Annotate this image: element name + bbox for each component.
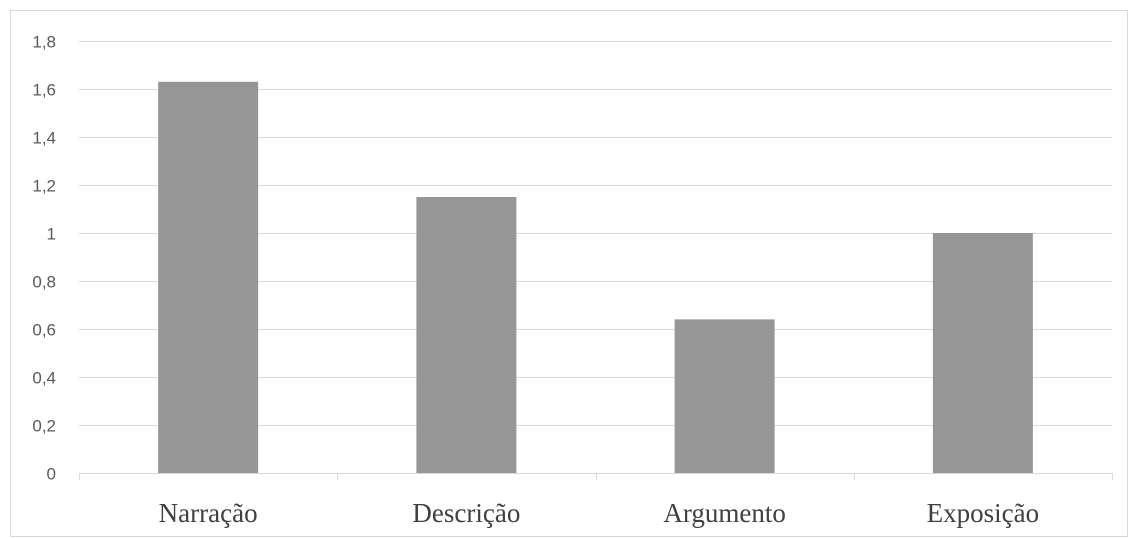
- bars: [158, 81, 1033, 474]
- bar: [674, 319, 775, 473]
- x-tick-label: Exposição: [927, 498, 1039, 528]
- x-tick-label: Descrição: [412, 498, 520, 528]
- y-tick-label: 0,6: [32, 321, 56, 340]
- x-tick-label: Argumento: [663, 498, 786, 528]
- y-axis-ticks: 0 0,2 0,4 0,6 0,8 1 1,2 1,4 1,6 1,8: [32, 33, 56, 484]
- y-tick-label: 1,4: [32, 129, 56, 148]
- y-tick-label: 0,8: [32, 273, 56, 292]
- y-tick-label: 1,2: [32, 177, 56, 196]
- x-tick-label: Narração: [159, 498, 258, 528]
- y-tick-label: 1,6: [32, 81, 56, 100]
- bar: [158, 81, 259, 474]
- y-tick-label: 0: [47, 465, 56, 484]
- y-tick-label: 1: [47, 225, 56, 244]
- y-tick-label: 0,4: [32, 369, 56, 388]
- y-tick-label: 1,8: [32, 33, 56, 52]
- x-axis: [79, 473, 1113, 480]
- bar: [932, 233, 1033, 473]
- x-axis-ticks: Narração Descrição Argumento Exposição: [159, 498, 1039, 528]
- bar: [416, 197, 517, 473]
- y-tick-label: 0,2: [32, 417, 56, 436]
